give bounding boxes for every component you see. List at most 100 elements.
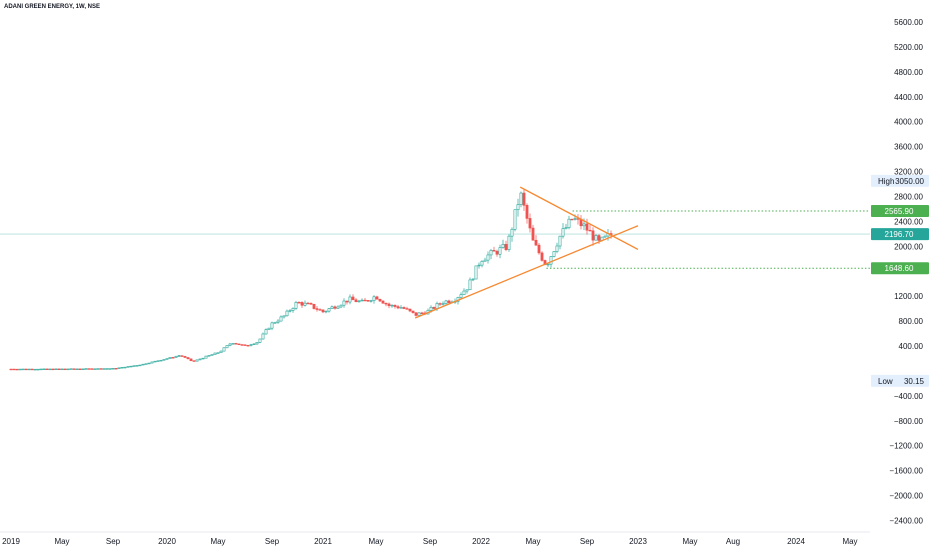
candle-body	[591, 230, 595, 241]
candle-body	[339, 304, 343, 308]
candle-body	[87, 368, 91, 370]
candle-body	[399, 307, 403, 309]
candle-body	[462, 290, 466, 296]
candle-body	[315, 308, 319, 310]
level-high-tag-bg	[871, 205, 929, 218]
candle-body	[390, 304, 394, 307]
candle-body	[84, 368, 88, 370]
candle-body	[102, 368, 106, 370]
candle-body	[48, 368, 52, 371]
candle-body	[129, 365, 133, 368]
candle-body	[402, 307, 406, 309]
candle-body	[351, 296, 355, 301]
candle-body	[546, 263, 550, 266]
candle-body	[534, 239, 538, 246]
candle-body	[45, 368, 49, 370]
candle-body	[144, 363, 148, 365]
candle-body	[297, 302, 301, 304]
current-price-tag-bg	[871, 228, 929, 241]
x-tick-label: 2020	[158, 537, 176, 546]
candle-body	[93, 368, 97, 370]
candle-body	[603, 235, 607, 238]
candle-body	[120, 367, 124, 369]
candle-body	[177, 355, 181, 357]
candle-body	[375, 296, 379, 300]
candle-body	[240, 344, 244, 346]
trendline	[414, 225, 639, 319]
candle-body	[294, 302, 298, 309]
candle-body	[567, 218, 571, 228]
candle-body	[369, 300, 373, 302]
candle-body	[30, 368, 34, 371]
candle-body	[273, 322, 277, 324]
candle-body	[276, 320, 280, 323]
candle-body	[204, 355, 208, 359]
x-tick-label: 2022	[472, 537, 490, 546]
candle-body	[216, 352, 220, 354]
candle-body	[552, 251, 556, 257]
candle-body	[33, 368, 37, 371]
candle-body	[528, 218, 532, 229]
candle-body	[321, 309, 325, 313]
candle-body	[540, 252, 544, 261]
candle-body	[564, 227, 568, 229]
candle-body	[15, 368, 19, 371]
y-tick-label: 4800.00	[894, 68, 923, 77]
candle-body	[63, 368, 67, 371]
candle-body	[549, 256, 553, 265]
candle-body	[342, 300, 346, 306]
y-tick-label: 400.00	[899, 342, 924, 351]
candle-body	[213, 352, 217, 355]
candle-body	[495, 250, 499, 255]
candle-body	[312, 303, 316, 309]
candle-body	[195, 359, 199, 362]
candle-body	[105, 368, 109, 370]
y-tick-label: 1200.00	[894, 292, 923, 301]
candle-body	[441, 303, 445, 305]
candle-body	[264, 329, 268, 335]
candle-body	[372, 296, 376, 301]
candle-body	[333, 306, 337, 309]
x-tick-label: 2023	[629, 537, 647, 546]
y-tick-label: 3600.00	[894, 143, 923, 152]
candle-body	[507, 235, 511, 250]
candle-body	[555, 245, 559, 252]
candle-body	[90, 368, 94, 370]
candle-body	[21, 368, 25, 371]
candle-body	[393, 304, 397, 307]
candle-body	[267, 327, 271, 330]
candle-body	[357, 300, 361, 303]
level-high-tag: 2565.90	[885, 207, 914, 216]
candle-body	[243, 344, 247, 346]
high-value: 3050.00	[895, 177, 924, 186]
y-tick-label: 3200.00	[894, 168, 923, 177]
candle-body	[24, 368, 28, 371]
candle-body	[327, 308, 331, 312]
candle-body	[522, 192, 526, 206]
candle-body	[483, 259, 487, 262]
candle-body	[285, 310, 289, 317]
high-label: High	[878, 177, 894, 186]
candle-body	[525, 205, 529, 219]
candle-body	[309, 303, 313, 305]
candle-body	[141, 363, 145, 366]
candle-body	[417, 312, 421, 316]
candle-body	[300, 302, 304, 306]
candle-body	[168, 357, 172, 359]
candle-body	[57, 368, 61, 370]
x-tick-label: May	[210, 537, 225, 546]
candle-body	[348, 296, 352, 303]
candle-body	[387, 303, 391, 307]
candle-body	[318, 309, 322, 311]
candle-body	[504, 243, 508, 250]
candle-body	[117, 367, 121, 369]
x-tick-label: May	[842, 537, 857, 546]
x-tick-label: Sep	[106, 537, 121, 546]
candle-body	[414, 312, 418, 316]
candle-body	[186, 357, 190, 360]
candle-body	[405, 308, 409, 310]
candle-body	[246, 345, 250, 347]
candle-body	[18, 368, 22, 371]
x-tick-label: May	[682, 537, 697, 546]
